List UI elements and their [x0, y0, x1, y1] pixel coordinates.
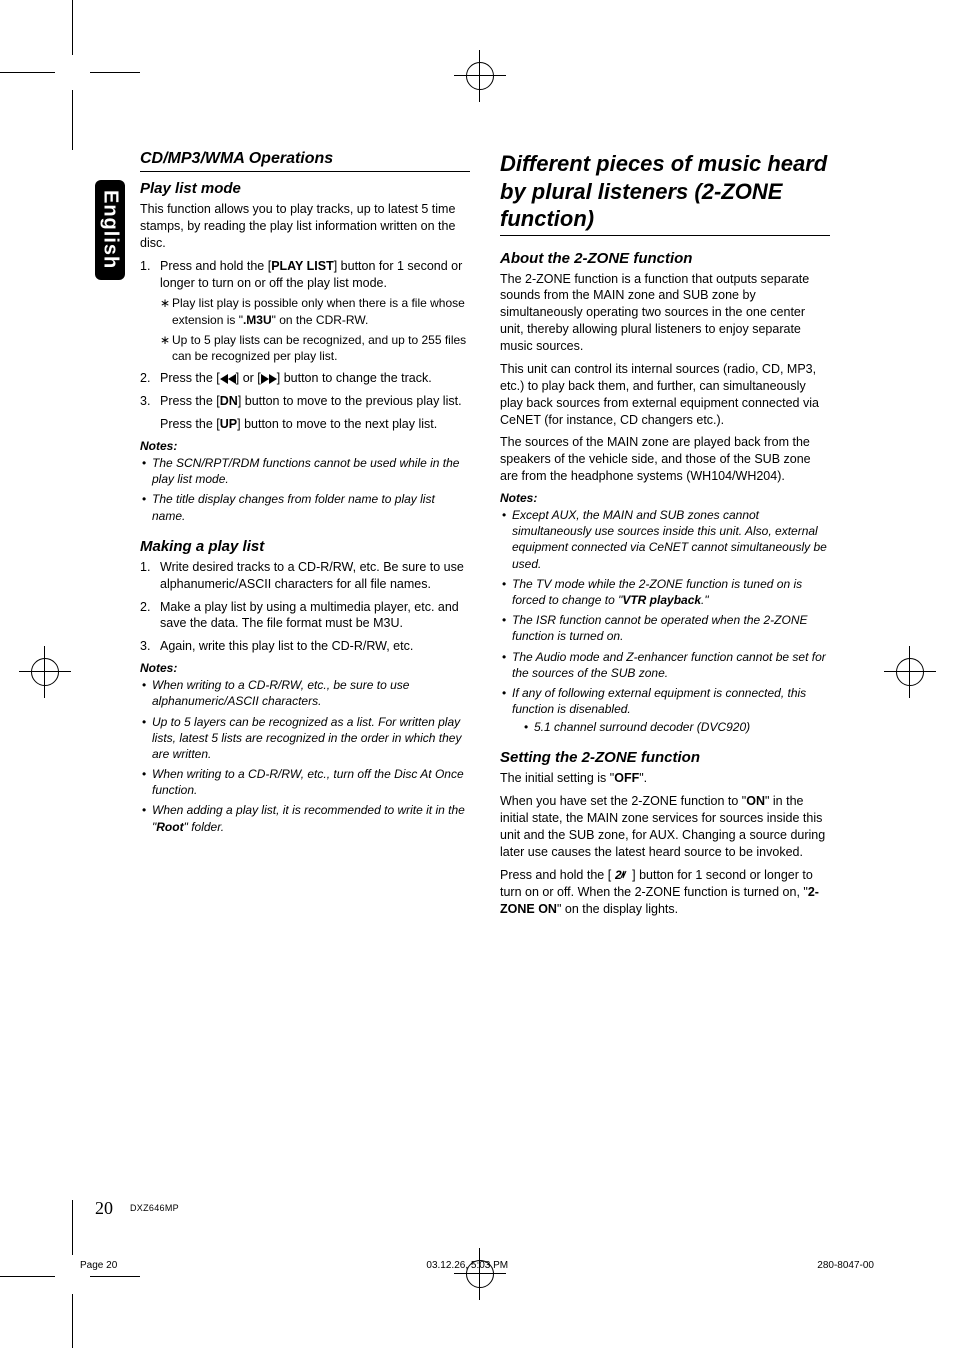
note-item: The Audio mode and Z-enhancer function c…: [500, 649, 830, 681]
playlist-star-notes: Play list play is possible only when the…: [160, 295, 470, 364]
playlist-step-2: 2. Press the [] or [] button to change t…: [140, 370, 470, 387]
setting-p1: The initial setting is "OFF".: [500, 770, 830, 787]
makelist-step: 3.Again, write this play list to the CD-…: [140, 638, 470, 655]
note-item: Except AUX, the MAIN and SUB zones canno…: [500, 507, 830, 572]
sub-note-item: 5.1 channel surround decoder (DVC920): [522, 719, 830, 735]
registration-mark-left: [25, 652, 65, 692]
model-number: DXZ646MP: [130, 1203, 179, 1213]
note-item: When writing to a CD-R/RW, etc., turn of…: [140, 766, 470, 798]
crop-mark: [90, 1276, 140, 1277]
note-item: When adding a play list, it is recommend…: [140, 802, 470, 834]
svg-text:2: 2: [615, 869, 622, 881]
about-p1: The 2-ZONE function is a function that o…: [500, 271, 830, 355]
right-column: Different pieces of music heard by plura…: [500, 150, 830, 924]
setting-2zone-heading: Setting the 2-ZONE function: [500, 749, 830, 766]
playlist-step-3b: Press the [UP] button to move to the nex…: [140, 416, 470, 433]
star-note: Up to 5 play lists can be recognized, an…: [160, 332, 470, 364]
footer-meta: Page 20 03.12.26, 5:03 PM 280-8047-00: [80, 1260, 874, 1271]
next-track-icon: [261, 370, 277, 387]
page-number: 20: [95, 1198, 113, 1219]
making-playlist-heading: Making a play list: [140, 538, 470, 555]
footer-right: 280-8047-00: [817, 1260, 874, 1271]
notes-heading: Notes:: [500, 491, 830, 505]
prev-track-icon: [220, 370, 236, 387]
makelist-step: 1.Write desired tracks to a CD-R/RW, etc…: [140, 559, 470, 593]
main-heading: Different pieces of music heard by plura…: [500, 150, 830, 233]
left-column: CD/MP3/WMA Operations Play list mode Thi…: [140, 150, 470, 924]
crop-mark: [90, 72, 140, 73]
playlist-notes: The SCN/RPT/RDM functions cannot be used…: [140, 455, 470, 524]
notes-heading: Notes:: [140, 661, 470, 675]
playlist-step-2-text: Press the [] or [] button to change the …: [160, 371, 432, 385]
section-heading: CD/MP3/WMA Operations: [140, 150, 470, 168]
note-item: The ISR function cannot be operated when…: [500, 612, 830, 644]
makelist-notes: When writing to a CD-R/RW, etc., be sure…: [140, 677, 470, 835]
sub-note-list: 5.1 channel surround decoder (DVC920): [512, 719, 830, 735]
playlist-steps: 1. Press and hold the [PLAY LIST] button…: [140, 258, 470, 411]
notes-heading: Notes:: [140, 439, 470, 453]
note-item: The title display changes from folder na…: [140, 491, 470, 523]
about-p3: The sources of the MAIN zone are played …: [500, 434, 830, 485]
playlist-mode-heading: Play list mode: [140, 180, 470, 197]
language-tab-label: English: [99, 190, 122, 269]
section-rule: [500, 235, 830, 236]
registration-mark-right: [890, 652, 930, 692]
playlist-step-1: 1. Press and hold the [PLAY LIST] button…: [140, 258, 470, 365]
crop-mark: [72, 1294, 73, 1348]
playlist-step-3: 3. Press the [DN] button to move to the …: [140, 393, 470, 410]
page: English CD/MP3/WMA Operations Play list …: [0, 0, 954, 1348]
note-item: If any of following external equipment i…: [500, 685, 830, 736]
language-tab: English: [95, 180, 125, 280]
note-item: The SCN/RPT/RDM functions cannot be used…: [140, 455, 470, 487]
note-item: The TV mode while the 2-ZONE function is…: [500, 576, 830, 608]
crop-mark: [0, 1276, 55, 1277]
note-item: Up to 5 layers can be recognized as a li…: [140, 714, 470, 763]
crop-mark: [72, 1200, 73, 1255]
star-note: Play list play is possible only when the…: [160, 295, 470, 327]
about-p2: This unit can control its internal sourc…: [500, 361, 830, 429]
setting-p3: Press and hold the [ 2 ] button for 1 se…: [500, 867, 830, 918]
footer-mid: 03.12.26, 5:03 PM: [426, 1260, 508, 1271]
crop-mark: [0, 72, 55, 73]
registration-mark-top: [460, 56, 500, 96]
content-area: CD/MP3/WMA Operations Play list mode Thi…: [140, 150, 830, 924]
makelist-step: 2.Make a play list by using a multimedia…: [140, 599, 470, 633]
footer-left: Page 20: [80, 1260, 117, 1271]
about-2zone-heading: About the 2-ZONE function: [500, 250, 830, 267]
crop-mark: [72, 90, 73, 150]
crop-mark: [72, 0, 73, 55]
playlist-intro: This function allows you to play tracks,…: [140, 201, 470, 252]
2zone-icon: 2: [615, 867, 629, 884]
setting-p2: When you have set the 2-ZONE function to…: [500, 793, 830, 861]
section-rule: [140, 171, 470, 172]
makelist-steps: 1.Write desired tracks to a CD-R/RW, etc…: [140, 559, 470, 655]
about-notes: Except AUX, the MAIN and SUB zones canno…: [500, 507, 830, 735]
note-item: When writing to a CD-R/RW, etc., be sure…: [140, 677, 470, 709]
